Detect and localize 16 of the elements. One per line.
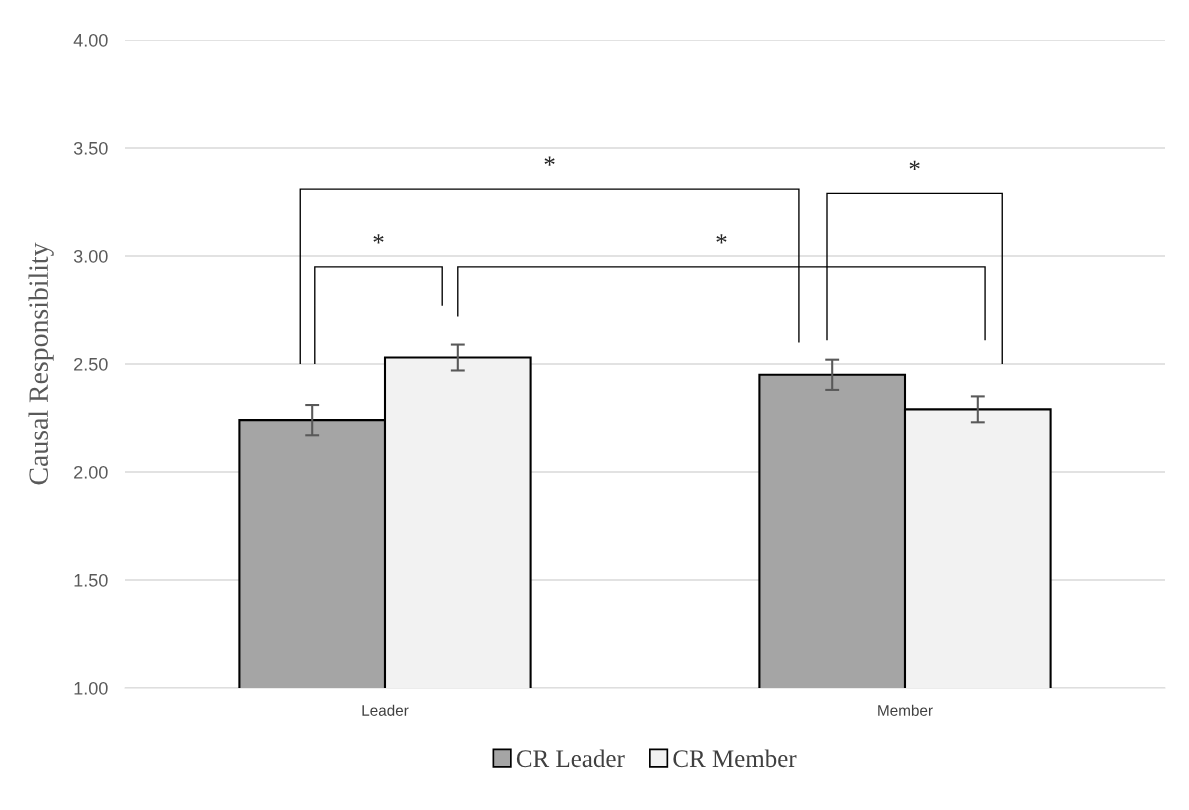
y-axis-title: Causal Responsibility	[28, 242, 54, 485]
annotation: *	[909, 160, 920, 171]
y-tick-label: 4.00	[73, 33, 108, 47]
legend-label: CR Leader	[516, 749, 625, 768]
y-tick-label: 1.00	[74, 681, 108, 695]
annotation: *	[544, 156, 555, 166]
y-tick-label: 3.00	[73, 249, 108, 263]
y-tick-label: 3.50	[73, 141, 108, 155]
legend-label: CR Member	[673, 749, 797, 768]
y-tick-label: 2.50	[74, 357, 108, 371]
x-tick-label: Member	[878, 704, 933, 716]
x-tick-label: Leader	[362, 704, 409, 716]
y-tick-label: 2.00	[74, 465, 108, 479]
y-tick-label: 1.50	[74, 573, 108, 587]
annotation: *	[373, 234, 384, 244]
annotation: *	[716, 234, 727, 244]
